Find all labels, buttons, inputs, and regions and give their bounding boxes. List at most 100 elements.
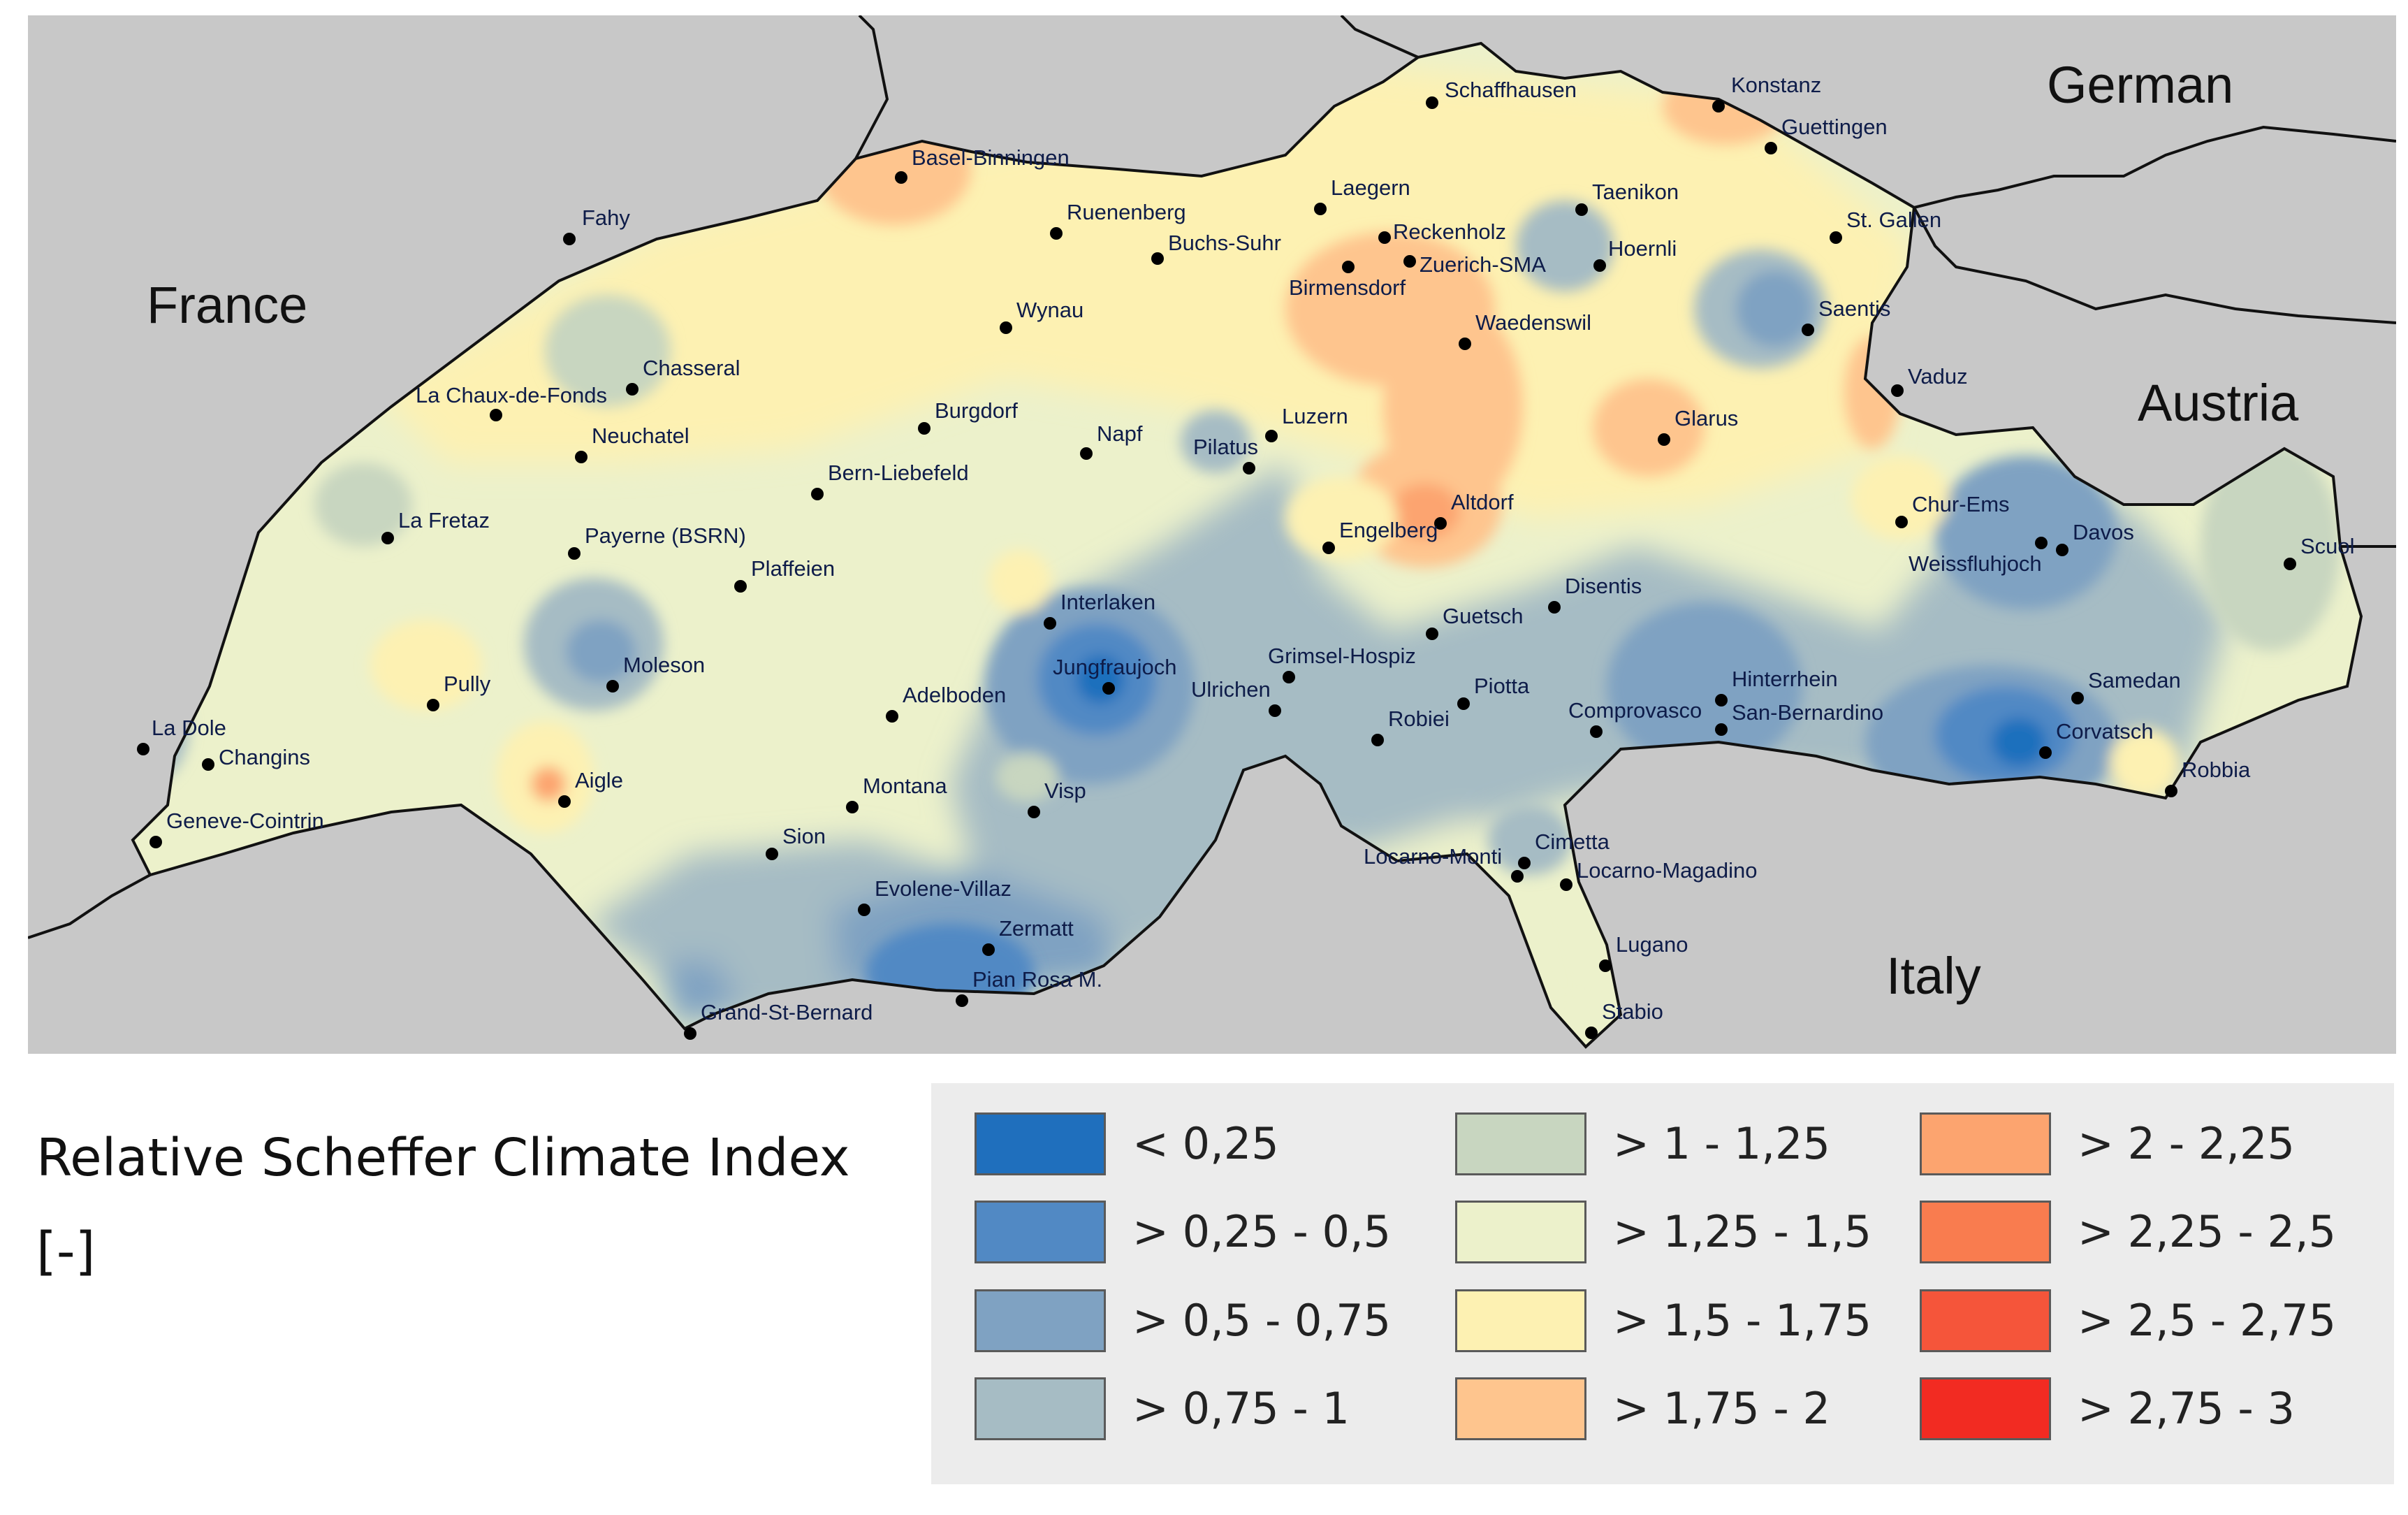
station-marker — [1518, 857, 1531, 869]
station-birmensdorf: Birmensdorf — [1289, 261, 1406, 300]
station-marker — [1765, 142, 1777, 154]
station-ulrichen: Ulrichen — [1191, 677, 1281, 717]
station-marker — [858, 904, 870, 916]
station-label: Lugano — [1616, 932, 1688, 957]
station-marker — [1548, 601, 1561, 614]
station-marker — [1712, 100, 1725, 113]
station-label: Grand-St-Bernard — [701, 1000, 873, 1024]
station-label: Locarno-Magadino — [1577, 858, 1758, 883]
legend-swatch — [1920, 1112, 2051, 1175]
legend-label: > 2 - 2,25 — [2078, 1118, 2295, 1169]
station-fahy: Fahy — [563, 205, 630, 245]
station-chur-ems: Chur-Ems — [1895, 492, 2010, 528]
station-buchs-suhr: Buchs-Suhr — [1151, 231, 1281, 265]
station-label: Locarno-Monti — [1364, 844, 1502, 869]
station-locarno-magadino: Locarno-Magadino — [1560, 858, 1758, 891]
station-label: Pian Rosa M. — [972, 967, 1102, 992]
station-label: Hoernli — [1608, 236, 1677, 261]
station-marker — [558, 795, 571, 808]
station-marker — [1028, 806, 1040, 818]
station-label: Interlaken — [1060, 590, 1155, 614]
station-marker — [1802, 324, 1814, 336]
station-label: Piotta — [1474, 674, 1530, 698]
station-marker — [1434, 517, 1447, 530]
station-reckenholz: Reckenholz — [1378, 219, 1506, 244]
station-label: Birmensdorf — [1289, 275, 1406, 300]
station-label: Vaduz — [1908, 364, 1968, 389]
station-hinterrhein: Hinterrhein — [1715, 667, 1838, 706]
station-label: Waedenswil — [1475, 310, 1591, 335]
country-label-german: German — [2047, 56, 2233, 114]
station-label: Buchs-Suhr — [1168, 231, 1281, 255]
country-label-austria: Austria — [2138, 374, 2299, 432]
station-label: Pully — [444, 672, 491, 696]
station-label: St. Gallen — [1846, 208, 1941, 232]
station-label: Stabio — [1602, 999, 1663, 1024]
station-label: Weissfluhjoch — [1909, 551, 2042, 576]
station-corvatsch: Corvatsch — [2039, 719, 2154, 759]
legend-title: Relative Scheffer Climate Index [-] — [36, 1111, 903, 1298]
station-marker — [1403, 255, 1416, 268]
station-plaffeien: Plaffeien — [734, 556, 835, 593]
station-marker — [1342, 261, 1355, 273]
station-label: Comprovasco — [1568, 698, 1702, 723]
legend-swatch — [975, 1112, 1106, 1175]
station-saentis: Saentis — [1802, 296, 1890, 336]
station-marker — [684, 1027, 696, 1040]
station-label: Altdorf — [1451, 490, 1514, 514]
station-grimsel-hospiz: Grimsel-Hospiz — [1268, 644, 1416, 683]
station-moleson: Moleson — [606, 653, 705, 693]
station-label: Samedan — [2088, 668, 2181, 693]
station-davos: Davos — [2056, 520, 2134, 556]
station-konstanz: Konstanz — [1712, 73, 1821, 113]
station-marker — [1715, 694, 1728, 706]
station-marker — [846, 801, 859, 813]
station-marker — [1265, 430, 1278, 442]
station-marker — [1243, 462, 1255, 474]
station-vaduz: Vaduz — [1891, 364, 1968, 397]
station-marker — [202, 758, 214, 771]
station-label: Plaffeien — [751, 556, 835, 581]
station-wynau: Wynau — [1000, 298, 1083, 334]
station-piotta: Piotta — [1457, 674, 1530, 710]
station-label: Visp — [1044, 778, 1086, 803]
station-marker — [2039, 746, 2052, 759]
map-panel: German France Austria Italy Schaffhausen Kon… — [28, 15, 2396, 1054]
legend-label: > 1,5 - 1,75 — [1613, 1295, 1872, 1346]
legend-swatch — [1920, 1289, 2051, 1352]
station-samedan: Samedan — [2071, 668, 2181, 704]
station-la-dole: La Dole — [137, 716, 226, 755]
station-disentis: Disentis — [1548, 574, 1642, 614]
station-hoernli: Hoernli — [1593, 236, 1677, 272]
station-marker — [1593, 259, 1606, 272]
legend-title-line2: [-] — [36, 1222, 96, 1282]
legend-label: > 2,5 - 2,75 — [2078, 1295, 2337, 1346]
station-burgdorf: Burgdorf — [918, 398, 1018, 435]
station-marker — [575, 451, 588, 463]
station-label: Neuchatel — [592, 423, 689, 448]
legend-swatch — [1920, 1201, 2051, 1263]
station-label: Disentis — [1565, 574, 1642, 598]
station-label: Montana — [863, 774, 947, 798]
station-label: Burgdorf — [935, 398, 1018, 423]
country-label-italy: Italy — [1886, 947, 1981, 1005]
station-label: La Chaux-de-Fonds — [416, 383, 607, 407]
station-grand-st-bernard: Grand-St-Bernard — [684, 1000, 873, 1040]
station-label: Sion — [782, 824, 826, 848]
station-marker — [2071, 692, 2084, 704]
station-ruenenberg: Ruenenberg — [1050, 200, 1186, 240]
station-marker — [1715, 723, 1728, 736]
station-marker — [734, 580, 747, 593]
station-marker — [2284, 558, 2296, 570]
station-evolene-villaz: Evolene-Villaz — [858, 876, 1012, 916]
station-label: Schaffhausen — [1445, 78, 1577, 102]
station-marker — [1560, 878, 1573, 891]
station-marker — [1044, 617, 1056, 630]
station-label: Grimsel-Hospiz — [1268, 644, 1416, 668]
station-label: Payerne (BSRN) — [585, 523, 746, 548]
station-zermatt: Zermatt — [982, 916, 1074, 956]
station-marker — [1000, 321, 1012, 334]
station-marker — [490, 409, 502, 421]
legend-panel: < 0,25 > 0,25 - 0,5 > 0,5 - 0,75 > 0,75 - 1… — [931, 1083, 2394, 1484]
station-marker — [606, 680, 619, 693]
